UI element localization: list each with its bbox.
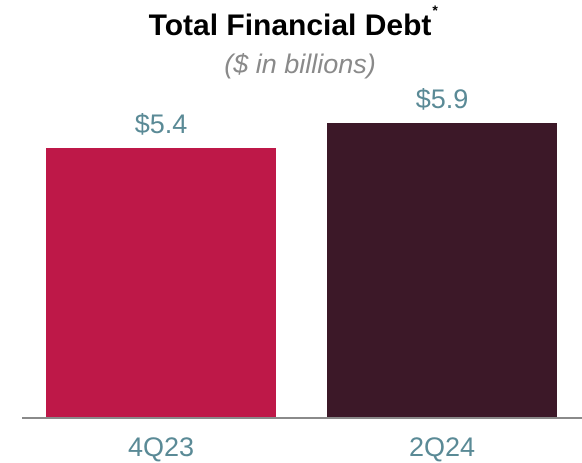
x-tick-label-2q24: 2Q24 (409, 432, 475, 462)
chart-subtitle: ($ in billions) (224, 49, 376, 79)
bars-layer (46, 123, 557, 418)
x-tick-label-4q23: 4Q23 (128, 432, 194, 462)
data-labels-layer: $5.4 $5.9 (135, 84, 469, 139)
chart-title-footnote-mark: * (432, 2, 438, 18)
chart-title: Total Financial Debt (149, 9, 432, 42)
data-label-2q24: $5.9 (416, 84, 469, 114)
data-label-4q23: $5.4 (135, 109, 188, 139)
bar-4q23 (46, 148, 276, 418)
bar-2q24 (327, 123, 557, 418)
x-axis-ticks-layer: 4Q23 2Q24 (128, 432, 475, 462)
